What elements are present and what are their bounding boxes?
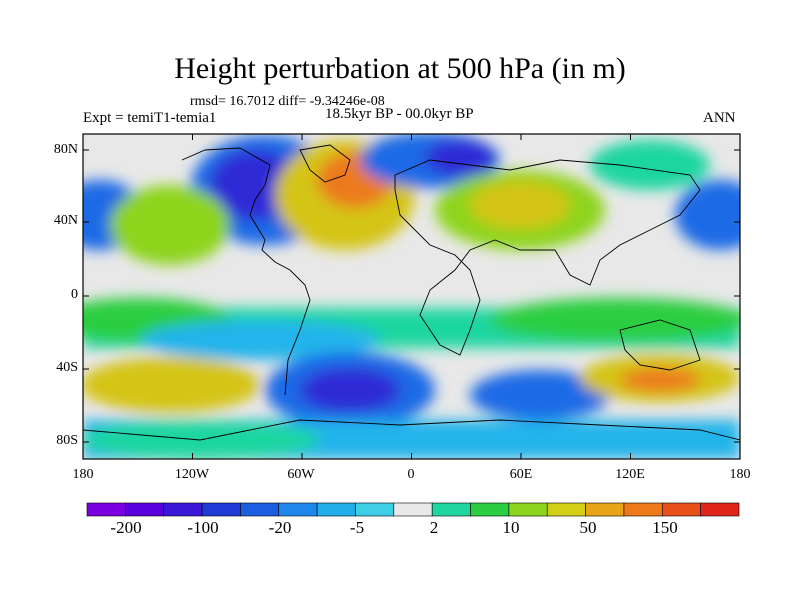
- colorbar: [86, 502, 740, 517]
- colorbar-swatch: [163, 502, 203, 517]
- colorbar-swatch: [201, 502, 241, 517]
- colorbar-swatch: [278, 502, 318, 517]
- lon-label-0: 0: [407, 467, 415, 482]
- eurasia-africa-coast: [394, 159, 701, 356]
- arctic-low-core: [425, 140, 495, 176]
- lon-label-60e: 60E: [509, 467, 533, 482]
- eurasia-high-core: [470, 181, 570, 229]
- lat-label-40n: 40N: [53, 213, 78, 228]
- lat-label-0: 0: [71, 287, 78, 302]
- americas-coast: [181, 147, 311, 396]
- colorbar-swatch: [585, 502, 625, 517]
- lon-label-120w: 120W: [174, 467, 210, 482]
- lon-label-60w: 60W: [287, 467, 315, 482]
- lon-label-180w: 180: [72, 467, 94, 482]
- s-indian-low: [470, 370, 610, 420]
- s-aus-high-core: [620, 368, 700, 392]
- colorbar-label: -200: [110, 518, 142, 537]
- colorbar-swatch: [240, 502, 280, 517]
- height-field: [83, 134, 740, 459]
- colorbar-swatch: [508, 502, 548, 517]
- stats-subtitle: rmsd= 16.7012 diff= -9.34246e-08: [190, 94, 385, 109]
- colorbar-swatch: [316, 502, 356, 517]
- s-atl-low-core: [300, 368, 400, 412]
- antarctica-coast: [83, 419, 740, 441]
- colorbar-swatch: [661, 502, 701, 517]
- lon-label-120e: 120E: [615, 467, 645, 482]
- lat-label-80n: 80N: [53, 142, 78, 157]
- colorbar-swatch: [546, 502, 586, 517]
- s-pacific-light-blue: [140, 320, 380, 360]
- s-indian-green: [490, 298, 740, 342]
- colorbar-swatch: [700, 502, 740, 517]
- lat-label-80s: 80S: [56, 433, 78, 448]
- siberia-green: [590, 140, 710, 190]
- colorbar-swatch: [623, 502, 663, 517]
- lon-label-180e: 180: [729, 467, 751, 482]
- experiment-label: Expt = temiT1-temia1: [83, 110, 217, 126]
- e-pacific-low: [675, 180, 740, 250]
- season-label: ANN: [703, 110, 736, 126]
- colorbar-swatch: [393, 502, 433, 517]
- colorbar-swatch: [431, 502, 471, 517]
- colorbar-swatch: [125, 502, 164, 517]
- ne-pacific-green: [110, 185, 230, 265]
- colorbar-label: 10: [502, 518, 520, 537]
- australia-coast: [619, 319, 701, 371]
- lat-label-40s: 40S: [56, 360, 78, 375]
- colorbar-label: -100: [187, 518, 219, 537]
- axis-ticks: [82, 134, 741, 459]
- plot-title: Height perturbation at 500 hPa (in m): [174, 52, 626, 85]
- colorbar-label: 50: [579, 518, 597, 537]
- s-pacific-high: [83, 357, 260, 413]
- colorbar-swatch: [470, 502, 510, 517]
- colorbar-swatch: [355, 502, 395, 517]
- colorbar-label: -20: [268, 518, 292, 537]
- colorbar-label: 2: [429, 518, 439, 537]
- colorbar-label: 150: [652, 518, 678, 537]
- coastlines: [83, 144, 740, 441]
- period-label: 18.5kyr BP - 00.0kyr BP: [325, 106, 474, 122]
- colorbar-swatch: [86, 502, 126, 517]
- greenland-coast: [299, 144, 351, 183]
- colorbar-label: -5: [349, 518, 365, 537]
